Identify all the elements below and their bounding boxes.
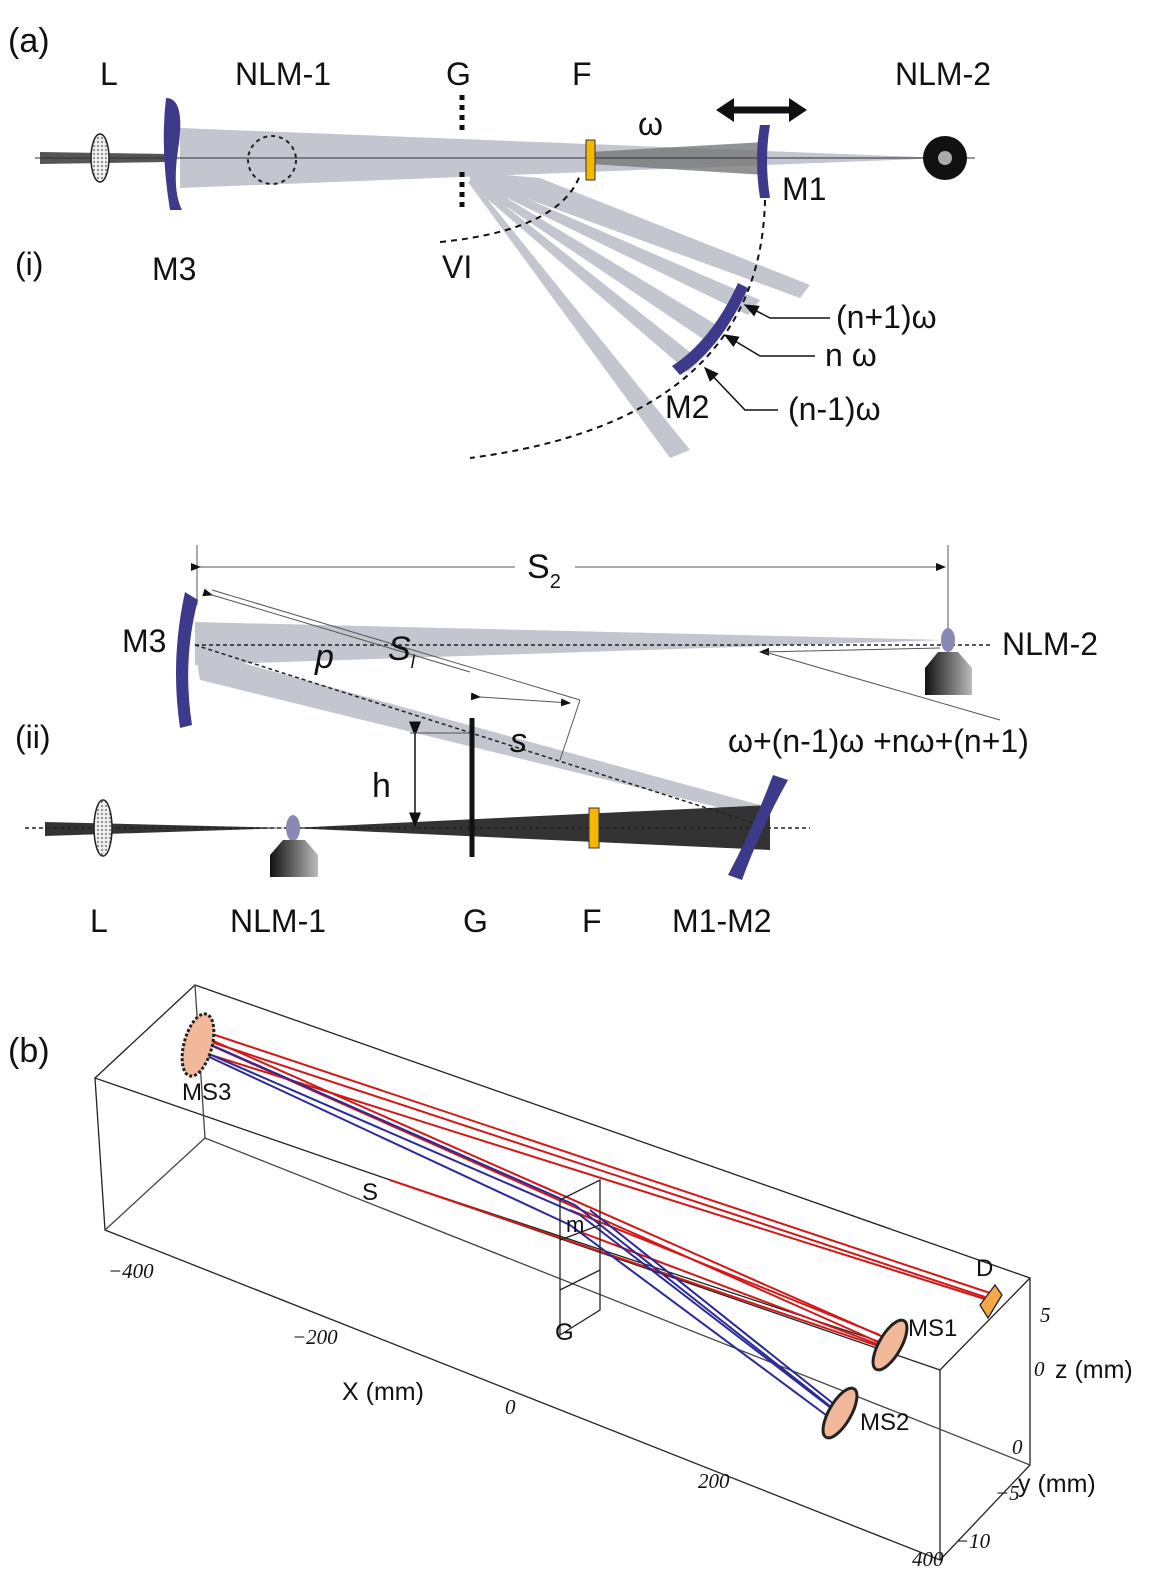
label: D — [976, 1255, 993, 1282]
dimension-label: S2 — [527, 548, 561, 593]
label: MS1 — [908, 1315, 957, 1342]
label: L — [100, 56, 118, 92]
shape — [195, 985, 1030, 1465]
label: p — [314, 638, 334, 676]
shape — [390, 1180, 890, 1350]
tick-label: −400 — [108, 1259, 154, 1283]
axis-title: y (mm) — [1018, 1470, 1096, 1498]
order-label: (n+1)ω — [836, 299, 937, 335]
axis-title: z (mm) — [1055, 1356, 1133, 1384]
order-label: (n-1)ω — [788, 391, 881, 427]
tick-label: 0 — [1012, 1435, 1023, 1459]
shape — [195, 645, 760, 825]
shape — [95, 985, 1030, 1560]
shape — [270, 840, 318, 877]
shape — [589, 808, 599, 848]
shape — [760, 648, 940, 652]
label: m — [566, 1212, 584, 1237]
label: G — [555, 1319, 574, 1346]
shape — [286, 815, 300, 841]
axis-title: X (mm) — [342, 1378, 424, 1406]
shape — [200, 1040, 575, 1205]
label: MS3 — [182, 1079, 231, 1106]
tick-label: −5 — [995, 1481, 1020, 1505]
label: ω — [638, 106, 663, 142]
label: S — [362, 1179, 378, 1206]
tick-label: 0 — [505, 1395, 516, 1419]
shape — [570, 1225, 830, 1418]
label: M1-M2 — [672, 903, 772, 939]
shape — [925, 652, 972, 695]
label: MS2 — [860, 1409, 909, 1436]
shape — [45, 822, 290, 836]
tick-label: −200 — [292, 1325, 338, 1349]
part-ii-drawing — [25, 545, 1000, 880]
panel-b-drawing — [95, 985, 1030, 1560]
label: L — [90, 903, 108, 939]
label: VI — [442, 249, 472, 285]
shape — [560, 700, 580, 760]
label: h — [372, 767, 391, 805]
shape — [195, 1030, 990, 1350]
shape — [705, 368, 778, 410]
shape — [94, 800, 112, 856]
shape — [195, 622, 945, 665]
shape — [745, 305, 830, 318]
label: M1 — [782, 171, 826, 207]
shape — [105, 1138, 205, 1230]
label: NLM-1 — [235, 56, 331, 92]
part-label: (ii) — [15, 719, 51, 755]
shape — [195, 1048, 580, 1215]
label: NLM-2 — [895, 56, 991, 92]
shape — [205, 1040, 985, 1297]
label: F — [582, 903, 602, 939]
shape — [195, 1040, 840, 1418]
shape — [91, 134, 109, 182]
shape — [164, 98, 182, 210]
shape — [200, 1035, 890, 1340]
label: NLM-2 — [1002, 626, 1098, 662]
order-label: n ω — [825, 337, 877, 373]
label: G — [463, 903, 488, 939]
tick-label: 5 — [1040, 1303, 1051, 1327]
label: M2 — [665, 389, 709, 425]
shape — [716, 98, 734, 122]
tick-label: 200 — [698, 1469, 730, 1493]
shape — [205, 1055, 570, 1225]
panel-label: (b) — [8, 1032, 50, 1070]
label: NLM-1 — [230, 903, 326, 939]
tick-label: 0 — [1034, 1357, 1045, 1381]
shape — [938, 151, 952, 165]
panel-label: (a) — [8, 22, 50, 60]
shape — [789, 98, 807, 122]
shape — [176, 1010, 220, 1079]
shape — [195, 650, 770, 820]
dimension-sub: 2 — [550, 571, 561, 593]
shape — [586, 140, 595, 180]
label: s — [510, 722, 527, 760]
label: F — [572, 56, 592, 92]
shape — [176, 592, 198, 728]
shape — [200, 1030, 990, 1293]
part-label: (i) — [15, 246, 43, 282]
tick-label: −10 — [955, 1529, 991, 1553]
dimension-main: S — [527, 548, 550, 586]
shape — [725, 335, 815, 356]
label: G — [446, 56, 471, 92]
shape — [941, 628, 955, 652]
tick-label: 400 — [912, 1547, 944, 1571]
label: M3 — [152, 251, 196, 287]
dimension-main: S — [388, 630, 411, 668]
label: M3 — [122, 623, 166, 659]
figure: (a) (i) L NLM-1 G F NLM-2 ω M1 M3 VI M2 … — [0, 0, 1175, 1587]
label: ω+(n-1)ω +nω+(n+1) — [728, 723, 1029, 759]
shape — [195, 1050, 988, 1300]
shape — [480, 697, 570, 703]
